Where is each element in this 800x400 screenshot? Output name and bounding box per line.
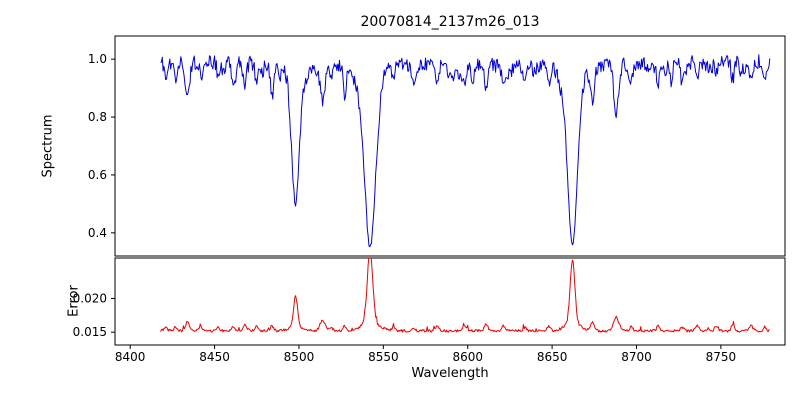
y-tick-label-spectrum: 0.6 (88, 168, 107, 182)
chart-title: 20070814_2137m26_013 (360, 14, 540, 30)
y-tick-label-error: 0.015 (73, 325, 107, 339)
x-tick-label: 8650 (537, 350, 568, 364)
y-tick-label-spectrum: 1.0 (88, 52, 107, 66)
x-tick-label: 8450 (199, 350, 230, 364)
x-tick-label: 8400 (115, 350, 146, 364)
y-tick-label-spectrum: 0.8 (88, 110, 107, 124)
y-tick-label-error: 0.020 (73, 291, 107, 305)
x-tick-label: 8500 (284, 350, 315, 364)
x-tick-label: 8550 (368, 350, 399, 364)
x-tick-label: 8750 (706, 350, 737, 364)
error-line (160, 258, 770, 333)
x-tick-label: 8700 (621, 350, 652, 364)
spectrum-panel-spines (114, 35, 786, 257)
x-tick-label: 8600 (452, 350, 483, 364)
x-axis-label: Wavelength (411, 366, 489, 381)
error-panel-spines (114, 257, 786, 346)
spectrum-line (160, 54, 771, 248)
y-tick-label-spectrum: 0.4 (88, 226, 107, 240)
